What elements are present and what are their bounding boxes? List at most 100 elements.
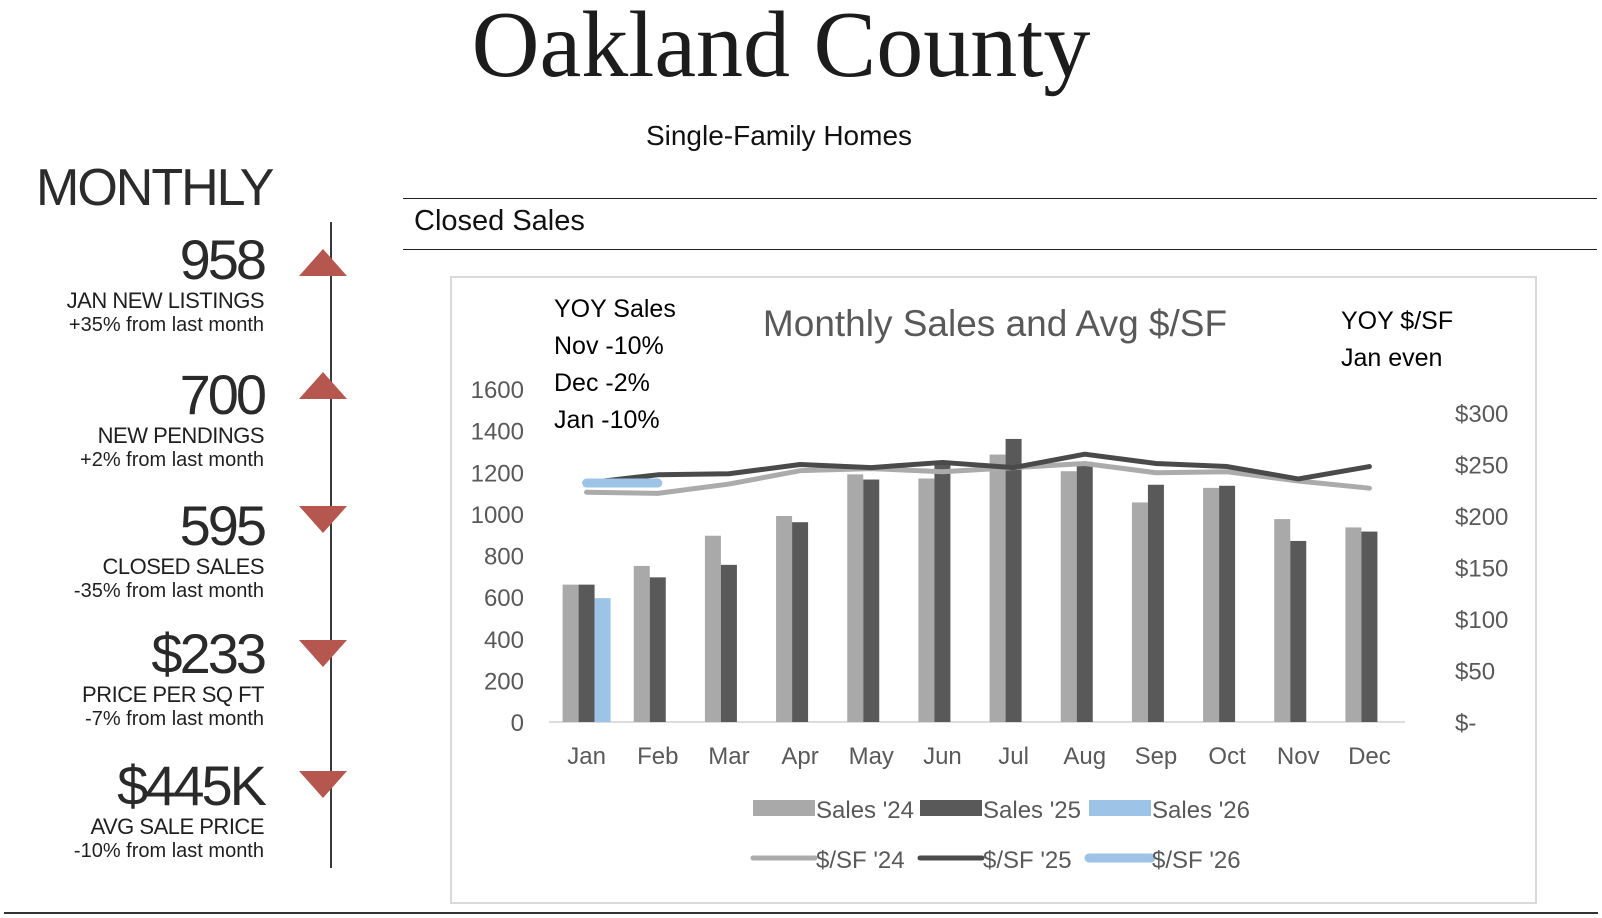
stat-new-pendings: 700 NEW PENDINGS +2% from last month — [0, 363, 267, 473]
legend-label: Sales '25 — [983, 797, 1081, 824]
bar-sales25-feb — [649, 577, 666, 722]
y2-tick-label: $50 — [1455, 659, 1495, 686]
x-tick-label: Nov — [1277, 743, 1320, 770]
y-tick-label: 1200 — [471, 460, 524, 487]
bottom-rule — [4, 912, 1598, 914]
legend-swatch — [1089, 800, 1151, 816]
bar-sales26-jan — [594, 598, 611, 722]
bar-sales24-sep — [1131, 502, 1148, 722]
stat-change: +35% from last month — [68, 314, 264, 337]
y-tick-label: 0 — [511, 710, 524, 737]
stat-change: +2% from last month — [80, 449, 264, 472]
bar-sales24-oct — [1203, 487, 1220, 722]
y2-tick-label: $250 — [1455, 453, 1508, 480]
line-sf25 — [584, 451, 1372, 486]
legend-label: $/SF '26 — [1152, 847, 1241, 874]
stat-value: 958 — [179, 228, 267, 291]
bar-sales24-aug — [1060, 471, 1077, 722]
x-tick-label: Jul — [998, 743, 1029, 770]
monthly-heading: MONTHLY — [36, 159, 274, 217]
x-tick-label: Oct — [1208, 743, 1246, 770]
line-sf24 — [584, 460, 1372, 496]
page-title: Oakland County — [471, 0, 1091, 97]
stat-price-per-sqft: $233 PRICE PER SQ FT -7% from last month — [0, 622, 267, 732]
x-tick-label: Jun — [923, 743, 962, 770]
bar-sales24-mar — [704, 535, 721, 722]
chart-frame — [450, 276, 1537, 904]
yoy-sales-heading: YOY Sales — [554, 295, 676, 323]
stat-avg-sale-price: $445K AVG SALE PRICE -10% from last mont… — [0, 754, 267, 864]
bar-sales25-jul — [1005, 438, 1022, 722]
y-tick-label: 1400 — [471, 419, 524, 446]
bar-sales24-dec — [1345, 527, 1362, 722]
x-tick-label: Feb — [637, 743, 678, 770]
yoy-sf-jan: Jan even — [1341, 344, 1442, 372]
stat-label: CLOSED SALES — [102, 554, 264, 579]
y-tick-label: 400 — [484, 627, 524, 654]
y2-tick-label: $150 — [1455, 556, 1508, 583]
stat-value: $445K — [117, 754, 267, 817]
y-tick-label: 200 — [484, 668, 524, 695]
section-title: Closed Sales — [414, 205, 585, 237]
bar-sales25-may — [863, 479, 880, 722]
bar-sales25-apr — [792, 522, 809, 722]
yoy-sf-heading: YOY $/SF — [1341, 307, 1453, 335]
stat-new-listings: 958 JAN NEW LISTINGS +35% from last mont… — [0, 228, 267, 338]
yoy-sales-dec: Dec -2% — [554, 369, 650, 397]
legend-label: $/SF '24 — [816, 847, 905, 874]
legend-label: Sales '26 — [1152, 797, 1250, 824]
y-tick-label: 1600 — [471, 377, 524, 404]
bar-sales24-may — [847, 474, 864, 722]
bar-sales25-jan — [578, 584, 595, 722]
up-arrow-icon — [299, 249, 347, 276]
stat-change: -35% from last month — [73, 580, 264, 603]
yoy-sales-nov: Nov -10% — [554, 332, 664, 360]
stat-change: -7% from last month — [85, 708, 264, 731]
stat-value: 700 — [179, 363, 267, 426]
bar-sales24-feb — [633, 565, 650, 722]
bar-sales24-jul — [989, 454, 1006, 722]
legend-label: $/SF '25 — [983, 847, 1072, 874]
x-tick-label: Aug — [1063, 743, 1106, 770]
down-arrow-icon — [299, 771, 347, 798]
x-tick-label: Apr — [781, 743, 818, 770]
y-tick-label: 800 — [484, 544, 524, 571]
x-tick-label: Jan — [567, 743, 606, 770]
y2-tick-label: $200 — [1455, 504, 1508, 531]
stat-closed-sales: 595 CLOSED SALES -35% from last month — [0, 494, 267, 604]
bar-sales25-jun — [934, 463, 951, 722]
stat-label: AVG SALE PRICE — [90, 814, 264, 839]
bar-sales25-sep — [1147, 484, 1164, 722]
stat-value: 595 — [179, 494, 267, 557]
y2-tick-label: $100 — [1455, 607, 1508, 634]
down-arrow-icon — [299, 506, 347, 533]
section-rule-bottom — [403, 249, 1597, 250]
y2-tick-label: $300 — [1455, 401, 1508, 428]
page-subtitle: Single-Family Homes — [645, 120, 913, 151]
bar-sales25-aug — [1076, 461, 1093, 722]
y-tick-label: 600 — [484, 585, 524, 612]
legend-swatch — [920, 800, 982, 816]
bar-sales25-oct — [1219, 485, 1236, 722]
timeline-line — [330, 222, 332, 868]
bar-sales24-nov — [1274, 519, 1291, 722]
bar-sales25-mar — [720, 564, 737, 722]
stat-label: PRICE PER SQ FT — [82, 682, 264, 707]
stat-value: $233 — [151, 622, 267, 685]
yoy-sales-jan: Jan -10% — [554, 406, 660, 434]
down-arrow-icon — [299, 640, 347, 667]
bar-sales25-nov — [1290, 540, 1307, 722]
up-arrow-icon — [299, 372, 347, 399]
chart-title: Monthly Sales and Avg $/SF — [763, 303, 1227, 344]
x-tick-label: May — [849, 743, 894, 770]
y-tick-label: 1000 — [471, 502, 524, 529]
stat-label: NEW PENDINGS — [97, 423, 265, 448]
section-rule-top — [403, 198, 1597, 199]
bar-sales25-dec — [1361, 531, 1378, 722]
legend-label: Sales '24 — [816, 797, 914, 824]
bar-sales24-jun — [918, 478, 935, 722]
x-tick-label: Dec — [1348, 743, 1391, 770]
bar-sales24-apr — [776, 515, 793, 722]
stat-label: JAN NEW LISTINGS — [66, 288, 265, 313]
